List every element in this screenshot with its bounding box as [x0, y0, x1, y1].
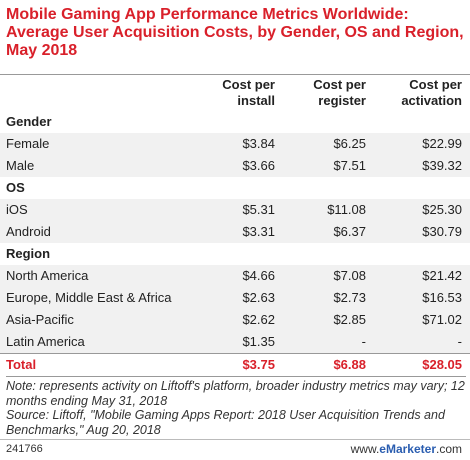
table-row-label: iOS — [6, 202, 28, 217]
table-row: North America $4.66 $7.08 $21.42 — [0, 265, 470, 287]
table-row: Android $3.31 $6.37 $30.79 — [0, 221, 470, 243]
table-row-value-2: $11.08 — [327, 202, 366, 217]
table-row-value-3: $22.99 — [422, 136, 462, 151]
column-header-install: Cost per install — [222, 77, 275, 108]
table-row-label: Android — [6, 224, 51, 239]
brand-suffix: .com — [435, 442, 462, 456]
total-row-value-2: $6.88 — [333, 357, 366, 372]
table-row-value-3: $39.32 — [422, 158, 462, 173]
table-row-label: Latin America — [6, 334, 85, 349]
section-header: OS — [0, 177, 470, 199]
chart-title: Mobile Gaming App Performance Metrics Wo… — [6, 6, 464, 59]
section-header: Region — [0, 243, 470, 265]
source-text: Source: Liftoff, "Mobile Gaming Apps Rep… — [6, 408, 445, 437]
table-row-value-2: $2.85 — [333, 312, 366, 327]
table-row-label: Male — [6, 158, 35, 173]
table-row: Europe, Middle East & Africa $2.63 $2.73 $1… — [0, 287, 470, 309]
table-row-value-2: $6.25 — [333, 136, 366, 151]
brand-name: eMarketer — [379, 442, 436, 456]
table-row: Female $3.84 $6.25 $22.99 — [0, 133, 470, 155]
table-row: Asia-Pacific $2.62 $2.85 $71.02 — [0, 309, 470, 331]
brand-prefix: www. — [350, 442, 380, 456]
table-row: Latin America $1.35 - - — [0, 331, 470, 353]
section-header: Gender — [0, 111, 470, 133]
table-row-value-3: $71.02 — [422, 312, 462, 327]
table-row-value-1: $4.66 — [242, 268, 275, 283]
table-row-label: Europe, Middle East & Africa — [6, 290, 172, 305]
total-row-value-1: $3.75 — [242, 357, 275, 372]
total-row: Total $3.75 $6.88 $28.05 — [0, 353, 470, 376]
section-header-label: OS — [6, 180, 25, 195]
section-header-label: Gender — [6, 114, 52, 129]
table-row-value-3: $21.42 — [422, 268, 462, 283]
table-row-value-1: $2.63 — [242, 290, 275, 305]
table-row-value-3: $25.30 — [422, 202, 462, 217]
table-row-value-1: $3.84 — [242, 136, 275, 151]
table-row-label: North America — [6, 268, 89, 283]
section-header-label: Region — [6, 246, 51, 261]
brand-logo: www.eMarketer.com — [351, 442, 462, 456]
total-row-label: Total — [6, 357, 37, 372]
table-row-value-2: - — [361, 334, 366, 349]
table-row-value-1: $3.66 — [242, 158, 275, 173]
table-row-value-1: $2.62 — [242, 312, 275, 327]
column-header-register: Cost per register — [313, 77, 366, 108]
note-text: Note: represents activity on Liftoff's p… — [6, 379, 465, 408]
table-row-label: Female — [6, 136, 50, 151]
table-row-value-2: $7.08 — [333, 268, 366, 283]
table-row-value-3: - — [457, 334, 462, 349]
table-row-label: Asia-Pacific — [6, 312, 74, 327]
table-row-value-1: $5.31 — [242, 202, 275, 217]
table-header: Cost per install Cost per register Cost … — [0, 74, 470, 112]
table-row: Male $3.66 $7.51 $39.32 — [0, 155, 470, 177]
table-row-value-2: $2.73 — [333, 290, 366, 305]
table-row-value-3: $16.53 — [422, 290, 462, 305]
table-row-value-1: $1.35 — [242, 334, 275, 349]
table-row-value-2: $7.51 — [333, 158, 366, 173]
footer-divider — [0, 439, 470, 440]
notes: Note: represents activity on Liftoff's p… — [6, 376, 466, 437]
table-row-value-3: $30.79 — [422, 224, 462, 239]
chart-id: 241766 — [6, 443, 43, 455]
table-row-value-1: $3.31 — [242, 224, 275, 239]
total-row-value-3: $28.05 — [422, 357, 462, 372]
column-header-activation: Cost per activation — [401, 77, 462, 108]
table-row: iOS $5.31 $11.08 $25.30 — [0, 199, 470, 221]
table-row-value-2: $6.37 — [333, 224, 366, 239]
